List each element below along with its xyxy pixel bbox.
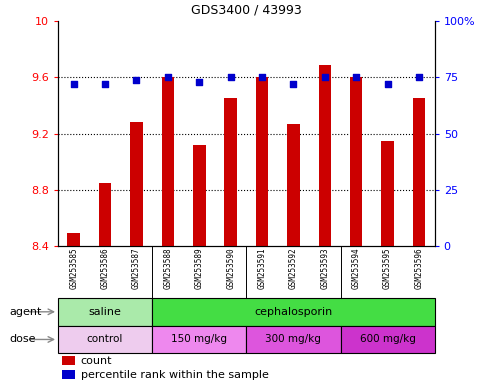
Point (415, 74, 423, 81)
Point (101, 81, 109, 87)
Text: percentile rank within the sample: percentile rank within the sample (81, 369, 269, 380)
Bar (58, 326, 152, 353)
Bar (99, 183, 112, 246)
Text: GSM253595: GSM253595 (383, 248, 392, 289)
Text: GSM253591: GSM253591 (257, 248, 267, 289)
Text: GSM253593: GSM253593 (320, 248, 329, 289)
Bar (152, 326, 246, 353)
Bar (193, 145, 206, 246)
Text: GSM253592: GSM253592 (289, 248, 298, 289)
Bar (62, 370, 75, 379)
Point (195, 79, 203, 85)
Text: GSM253589: GSM253589 (195, 248, 204, 289)
Point (258, 74, 266, 81)
Bar (350, 78, 363, 246)
Bar (246, 326, 341, 353)
Bar (341, 326, 435, 353)
Bar (130, 122, 143, 246)
Text: GDS3400 / 43993: GDS3400 / 43993 (191, 4, 302, 17)
Point (321, 74, 328, 81)
Bar (62, 356, 75, 366)
Text: control: control (87, 334, 123, 344)
Text: dose: dose (10, 334, 36, 344)
Text: GSM253594: GSM253594 (352, 248, 361, 289)
Text: 600 mg/kg: 600 mg/kg (360, 334, 415, 344)
Text: GSM253588: GSM253588 (163, 248, 172, 289)
Bar (413, 98, 426, 246)
Bar (382, 141, 394, 246)
Bar (224, 98, 237, 246)
Text: GSM253585: GSM253585 (69, 248, 78, 289)
Text: saline: saline (88, 307, 122, 317)
Bar (58, 298, 152, 326)
Text: 150 mg/kg: 150 mg/kg (171, 334, 227, 344)
Text: 300 mg/kg: 300 mg/kg (266, 334, 321, 344)
Point (290, 81, 298, 87)
Bar (152, 298, 435, 326)
Bar (68, 233, 80, 246)
Bar (256, 78, 269, 246)
Point (133, 76, 141, 83)
Point (70, 81, 78, 87)
Point (384, 81, 392, 87)
Text: GSM253596: GSM253596 (414, 248, 424, 289)
Text: GSM253590: GSM253590 (226, 248, 235, 289)
Text: agent: agent (10, 307, 42, 317)
Bar (287, 124, 299, 246)
Text: GSM253587: GSM253587 (132, 248, 141, 289)
Point (164, 74, 172, 81)
Text: count: count (81, 356, 112, 366)
Point (227, 74, 235, 81)
Point (353, 74, 360, 81)
Bar (161, 78, 174, 246)
Bar (319, 65, 331, 246)
Text: GSM253586: GSM253586 (100, 248, 110, 289)
Text: cephalosporin: cephalosporin (254, 307, 333, 317)
